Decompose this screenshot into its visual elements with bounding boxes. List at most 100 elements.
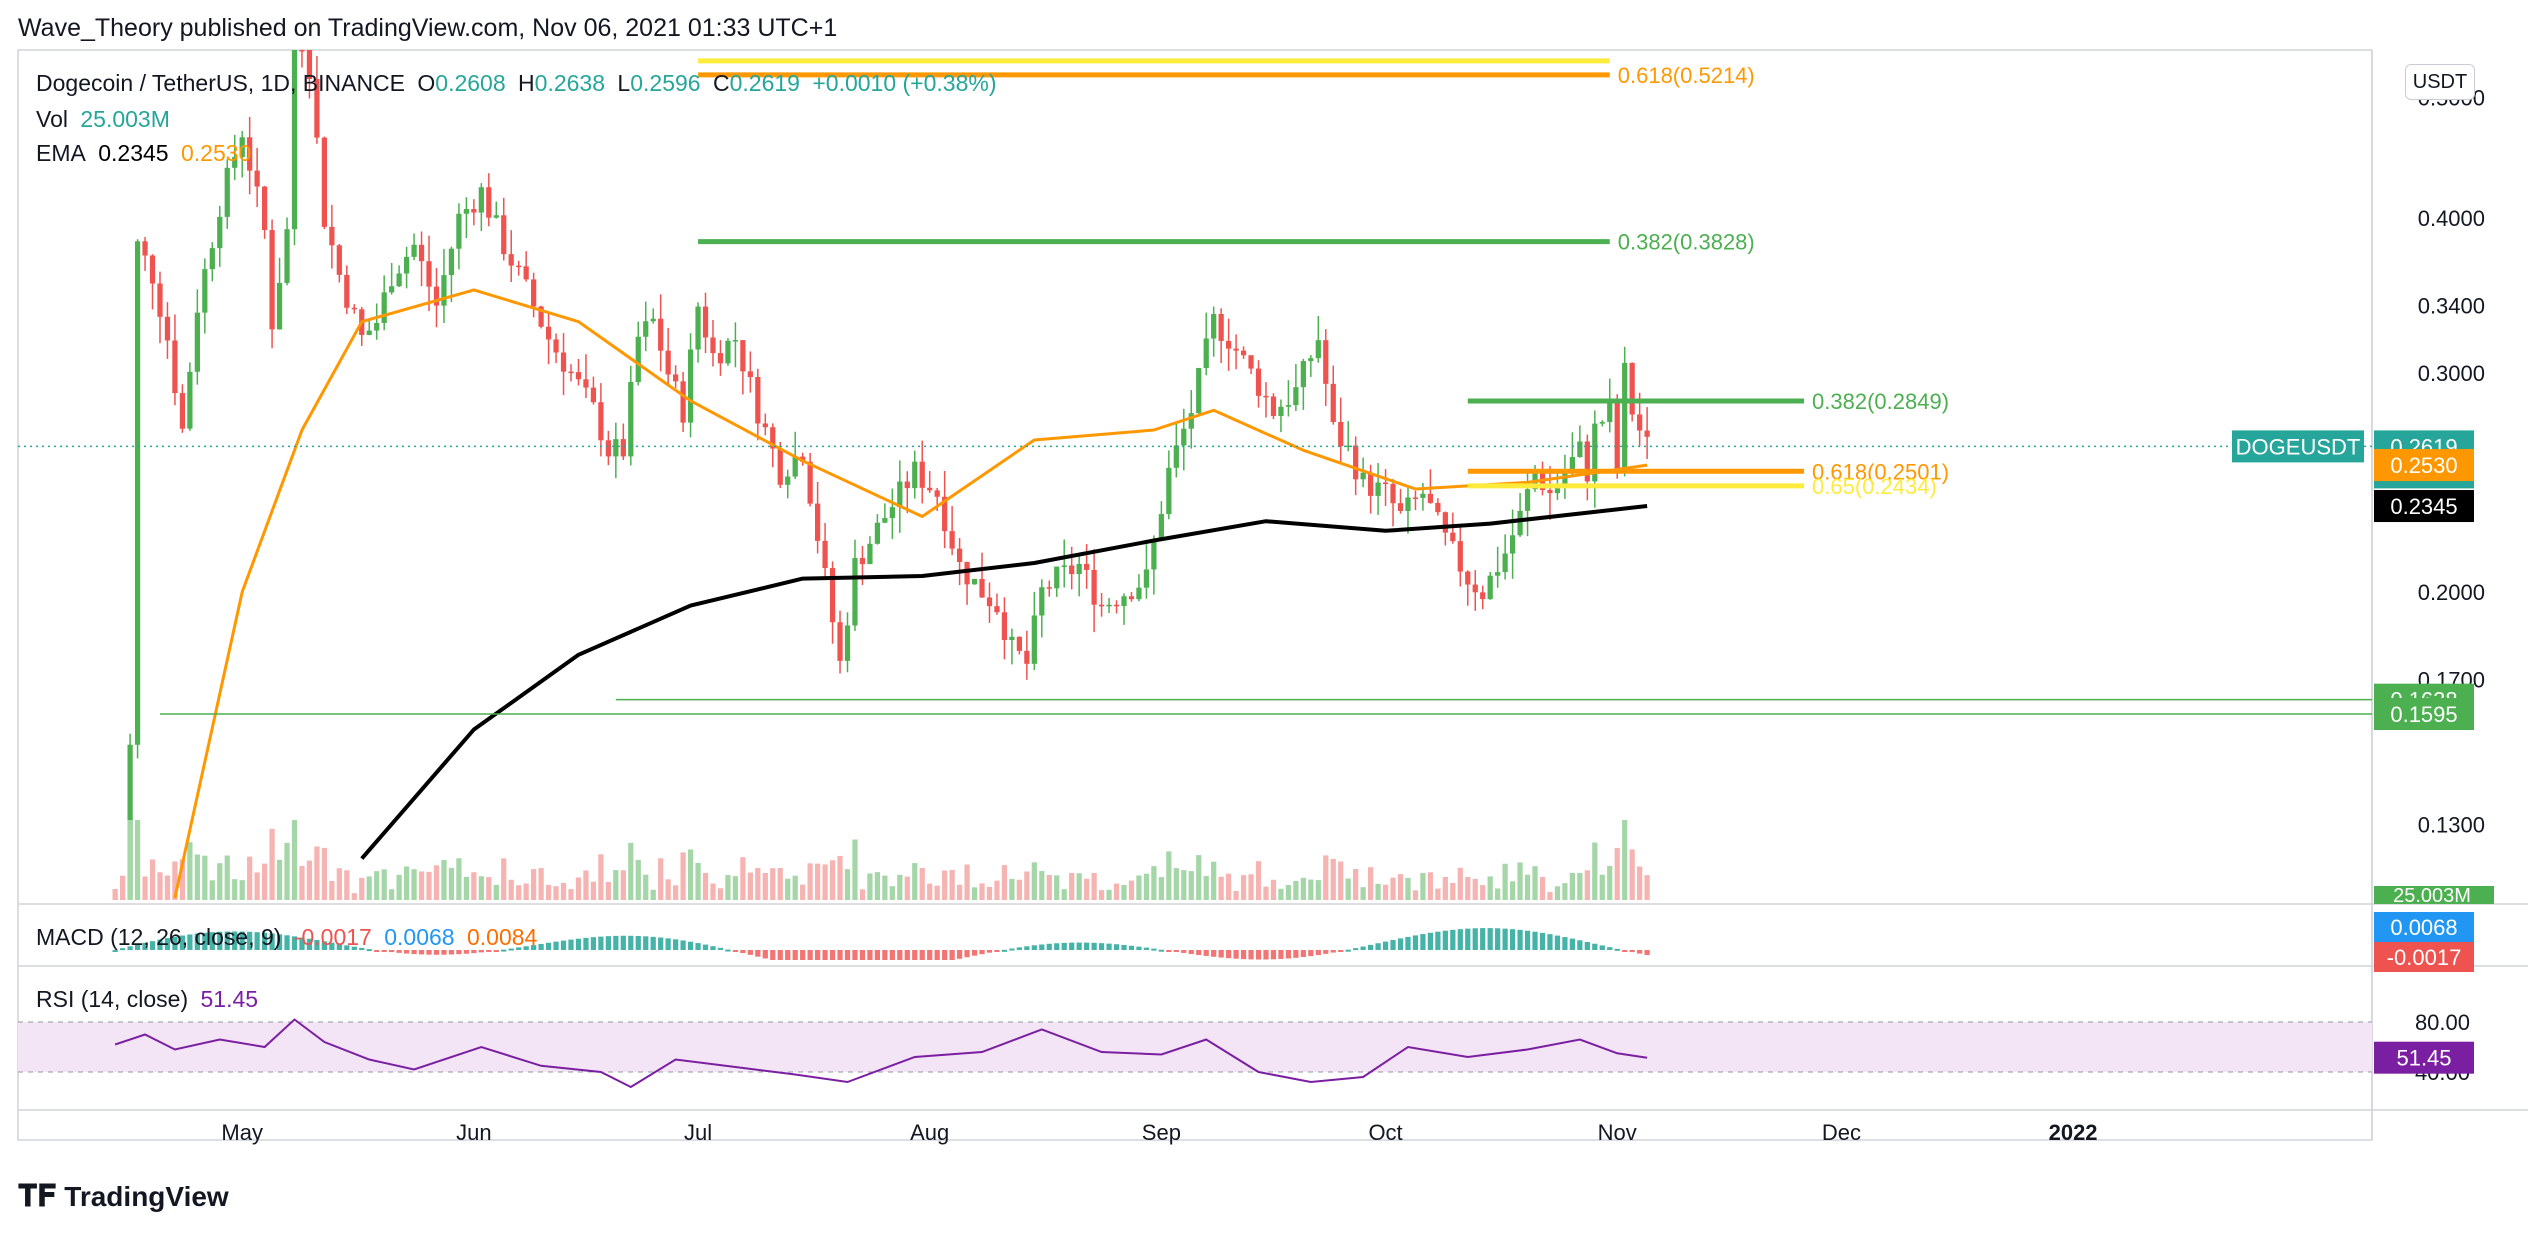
candle-body [134,241,141,745]
candle-body [702,306,709,338]
candle-body [994,606,1000,613]
macd-bar [725,949,731,952]
candle-body [1644,430,1650,437]
candle-body [1465,571,1471,585]
candle-body [426,261,432,287]
candle-body [448,248,455,276]
macd-bar [897,950,903,960]
volume-bar [1196,855,1202,900]
volume-bar [1629,849,1635,900]
candle-body [949,531,955,549]
candle-body [516,265,522,268]
macd-bar [1487,928,1493,950]
macd-bar [1203,950,1209,956]
price-tick-label: 0.3000 [2418,361,2485,386]
candle-body [1113,604,1120,607]
macd-bar [1465,928,1471,950]
volume-bar [1637,866,1643,900]
volume-legend: Vol 25.003M [36,106,176,133]
price-tick-label: 0.4000 [2418,206,2485,231]
volume-bar [822,864,828,900]
candle-body [680,381,686,423]
candle-body [1517,510,1523,536]
macd-bar [1248,950,1254,960]
macd-bar [1629,950,1635,953]
high-value: 0.2638 [534,70,606,96]
volume-badge-bg [2374,886,2494,904]
candle-body [411,244,417,257]
macd-bar [1382,941,1389,950]
candle-body [1450,532,1456,542]
candle-body [1368,472,1374,496]
macd-bar [702,944,709,950]
currency-button[interactable]: USDT [2405,64,2475,100]
candle-body [1397,503,1404,511]
volume-bar [912,863,918,900]
candle-body [172,340,178,394]
macd-badge-text: -0.0017 [2387,945,2462,970]
volume-bar [1016,879,1022,900]
candle-body [1300,361,1306,388]
volume-bar [665,879,671,900]
candle-body [859,558,866,565]
macd-bar [1181,950,1187,953]
volume-bar [418,871,425,900]
candle-body [1240,350,1247,356]
macd-bar [1427,932,1434,950]
candle-body [1046,587,1052,589]
volume-bar [1203,875,1209,900]
macd-badge: 0.0068 [2374,912,2474,942]
rsi-badge-bg [2374,1041,2474,1074]
macd-bar [575,938,582,950]
price-badge-bg [2374,449,2474,482]
candle-body [568,371,574,374]
volume-bar [1046,874,1052,900]
candle-body [493,215,499,218]
volume-bar [538,868,544,900]
volume-bar [1569,872,1576,900]
volume-bar [1069,872,1075,900]
tradingview-logo[interactable]: 𝐓𝐅 TradingView [18,1180,229,1214]
candle-body [1330,383,1336,423]
volume-bar [1450,882,1456,900]
rsi-line [114,1018,1648,1089]
volume-bar [254,872,260,900]
rsi-value: 51.45 [200,986,259,1012]
candle-body [351,307,357,310]
volume-bar [321,847,328,900]
volume-bar [1270,879,1277,900]
candle-body [501,215,507,255]
volume-bar [1487,876,1493,900]
macd-bar [717,947,724,950]
macd-bar [254,932,260,950]
volume-bar [590,881,597,900]
symbol-badge: DOGEUSDT [2232,430,2364,463]
volume-bar [284,842,290,900]
candle-body [269,230,275,330]
volume-bar [224,855,230,900]
candle-body [291,50,298,230]
macd-bar [1151,948,1157,951]
macd-bar [807,950,813,960]
volume-bar [374,871,380,900]
candle-body [1121,596,1127,607]
volume-bar [545,884,552,900]
macd-bar [665,938,671,950]
candle-body [785,476,791,485]
macd-bar [695,943,701,950]
candle-body [247,137,253,171]
candle-body [650,318,656,322]
macd-legend: MACD (12, 26, close, 9) -0.0017 0.0068 0… [36,924,543,951]
candle-body [1166,467,1172,515]
candle-body [1382,482,1389,485]
macd-bar [1106,943,1112,950]
volume-bar [1577,873,1583,900]
macd-bar [867,950,873,960]
symbol-badge-bg [2232,430,2364,463]
symbol-badge-text: DOGEUSDT [2236,434,2361,459]
candle-body [209,248,215,270]
macd-label: MACD (12, 26, close, 9) [36,924,282,950]
volume-bar [493,884,499,900]
